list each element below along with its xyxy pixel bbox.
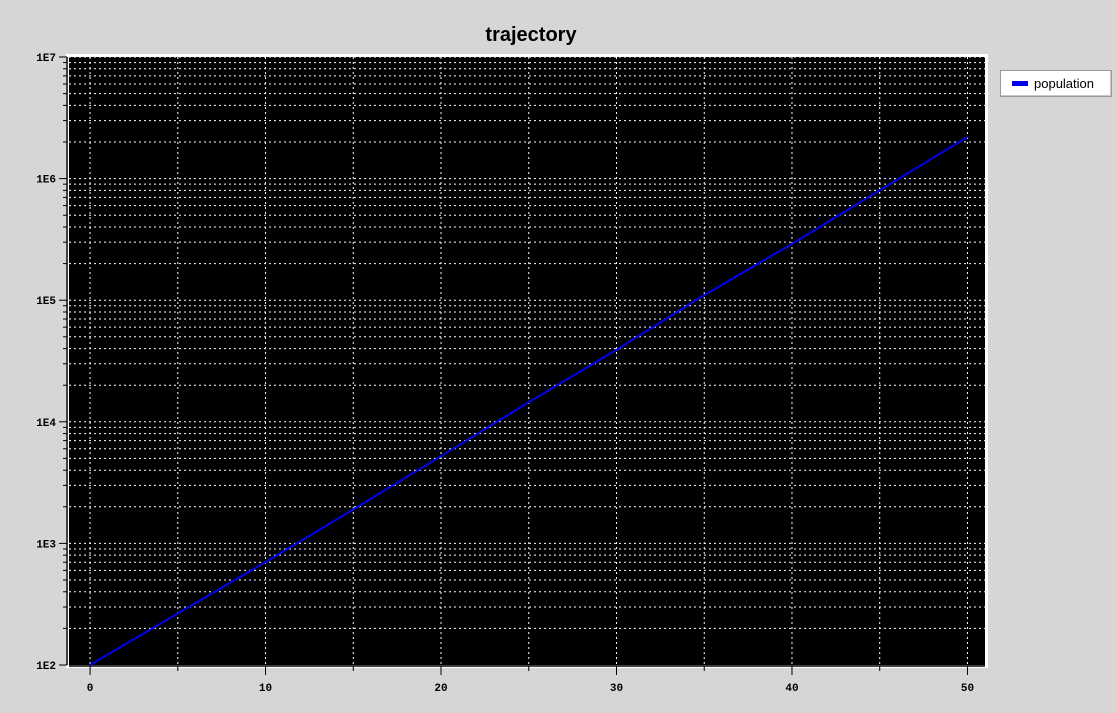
y-tick-label: 1E3	[36, 539, 56, 551]
x-tick-label: 40	[785, 683, 798, 695]
x-tick-label: 0	[87, 683, 94, 695]
x-tick-label: 10	[259, 683, 272, 695]
x-tick-label: 30	[610, 683, 623, 695]
y-tick-label: 1E7	[36, 53, 56, 65]
y-tick-label: 1E5	[36, 296, 56, 308]
grid	[69, 56, 985, 665]
y-tick-label: 1E4	[36, 418, 56, 430]
legend-swatch-population	[1012, 81, 1028, 86]
y-tick-label: 1E2	[36, 661, 56, 673]
series-line-population	[89, 136, 969, 666]
legend-label-population: population	[1034, 76, 1094, 91]
x-tick-label: 20	[434, 683, 447, 695]
series-group	[89, 136, 969, 666]
y-tick-label: 1E6	[36, 175, 56, 187]
chart-title: trajectory	[485, 24, 577, 46]
x-tick-label: 50	[961, 683, 974, 695]
axes: 1E2 1E3 1E4 1E5 1E6 1E7 0 10 20 30 40 50	[36, 53, 985, 695]
legend: population	[1000, 70, 1112, 97]
plot-area	[69, 57, 985, 665]
